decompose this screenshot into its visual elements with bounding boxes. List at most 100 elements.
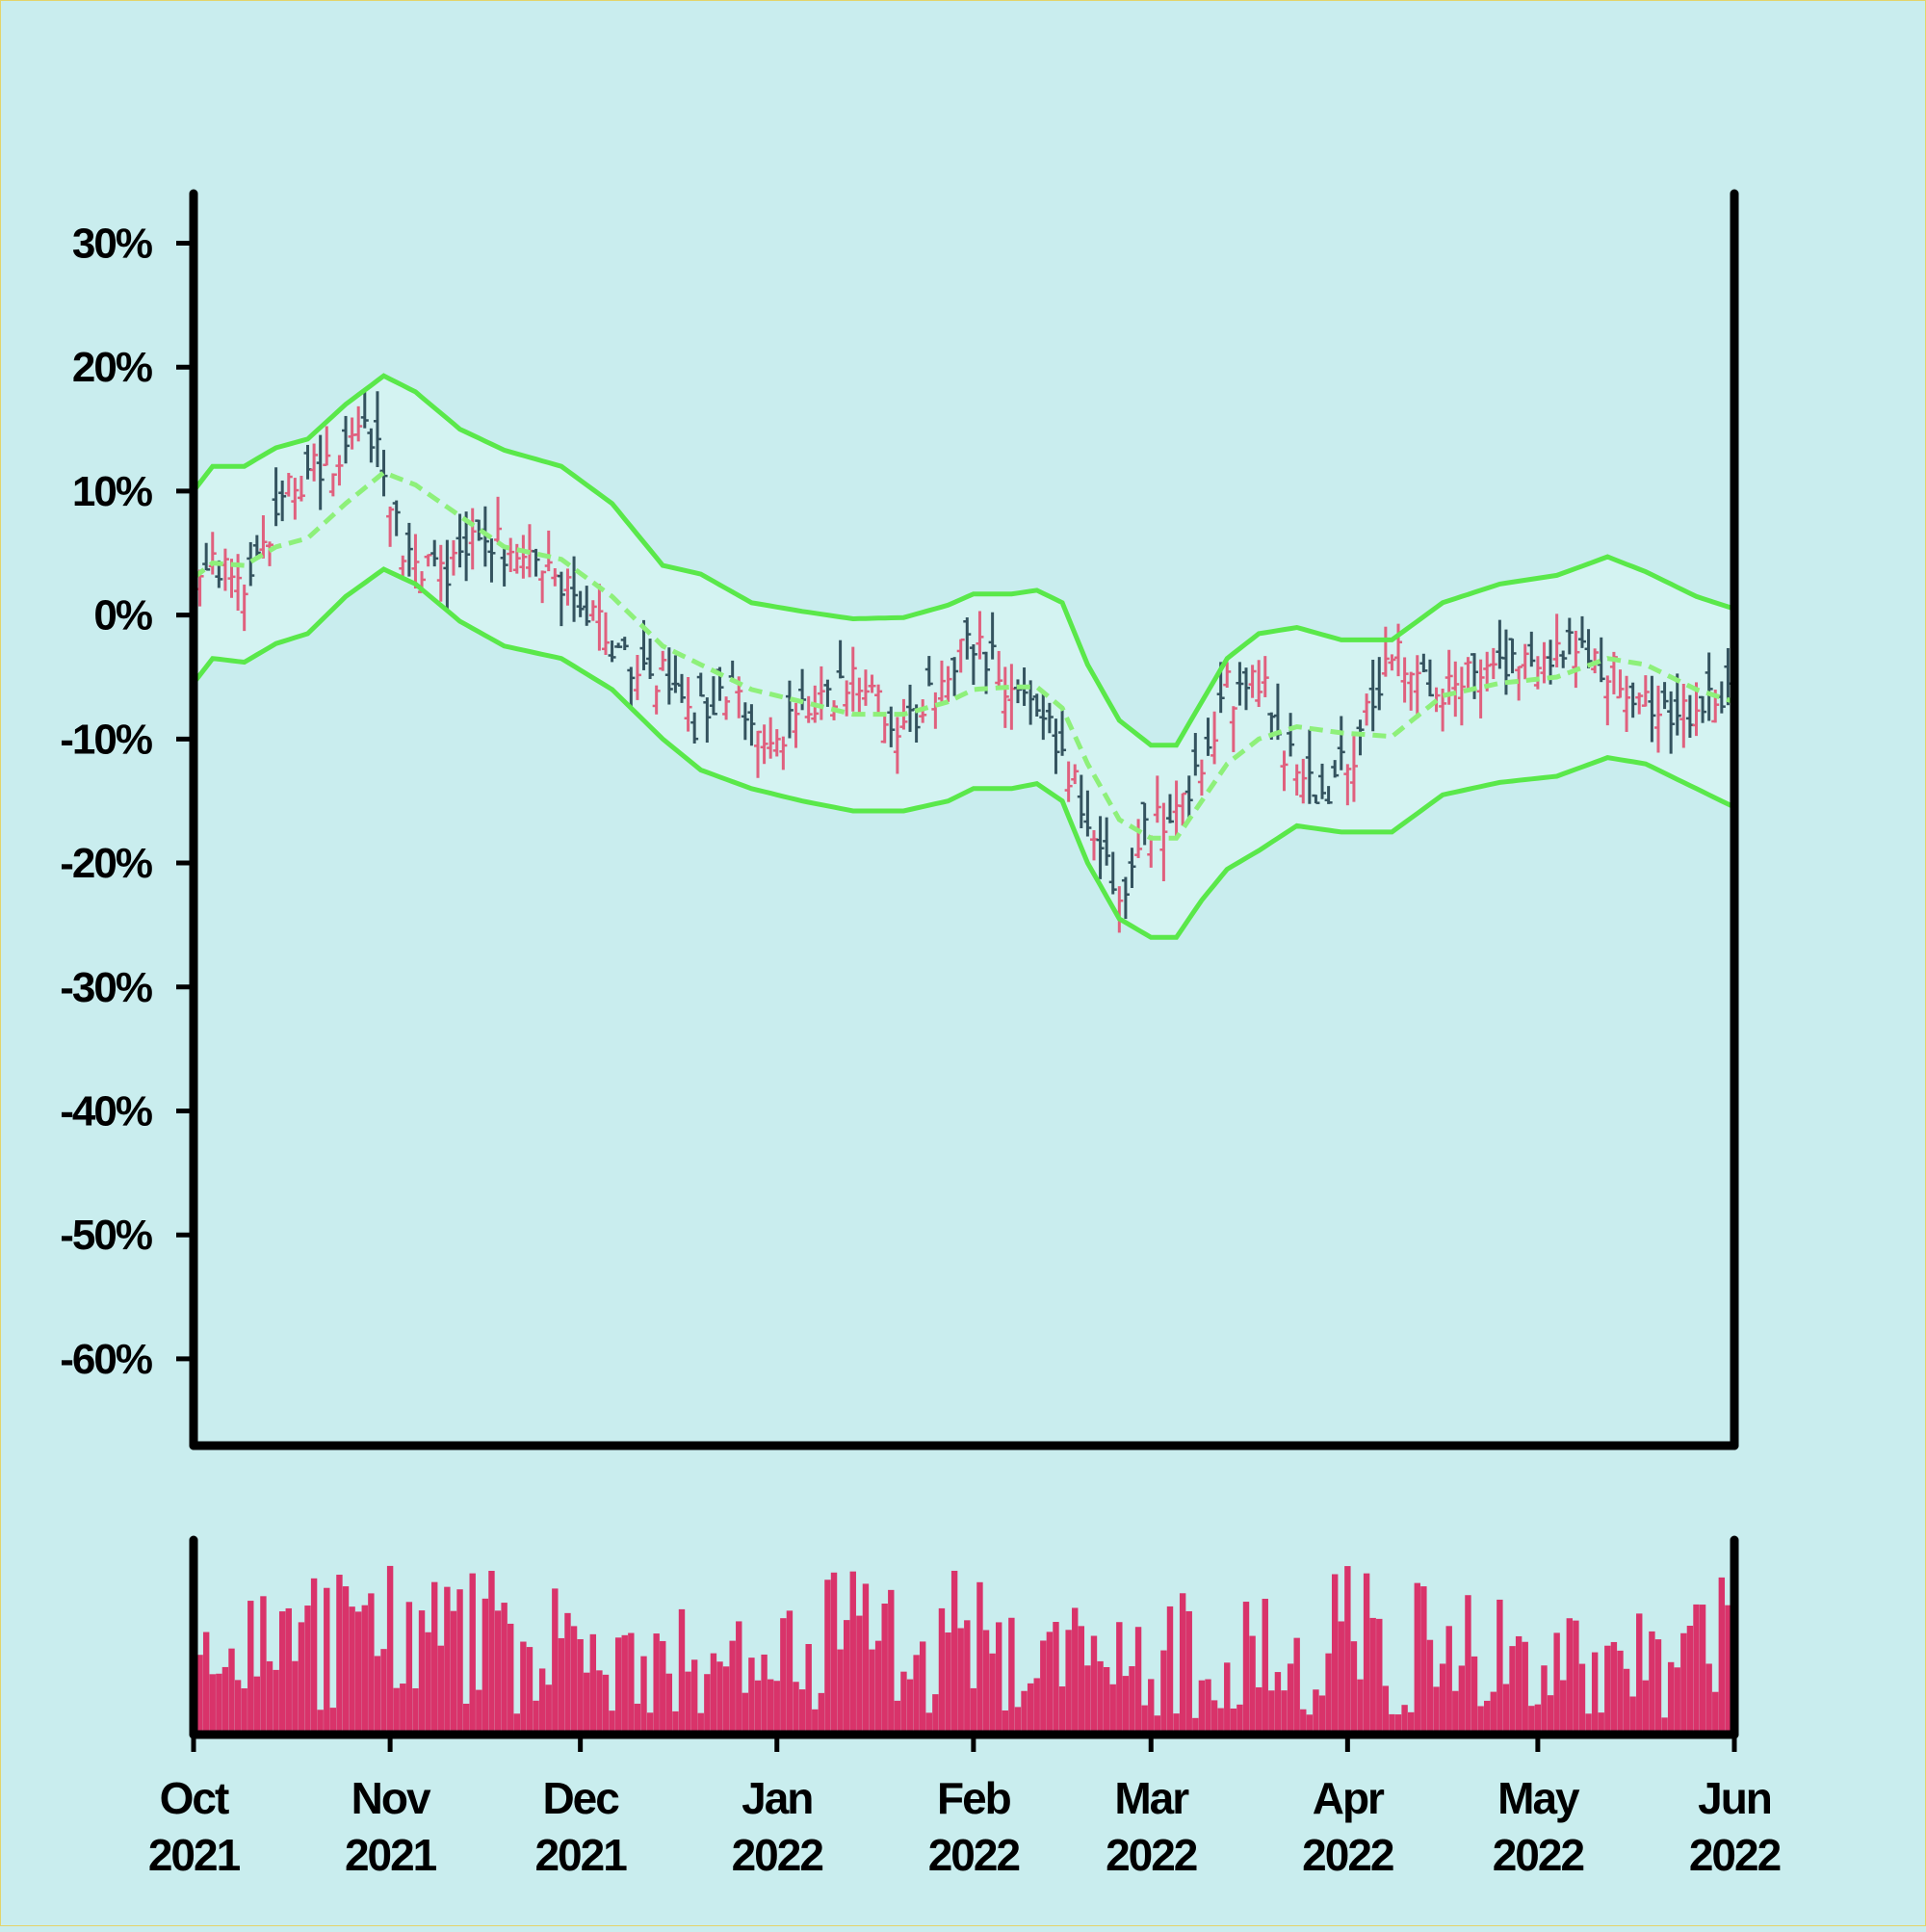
volume-bar bbox=[1268, 1690, 1275, 1735]
ohlc-bar bbox=[266, 541, 274, 566]
ohlc-bar bbox=[1071, 764, 1080, 785]
x-tick-month: Jun bbox=[1698, 1773, 1771, 1823]
ohlc-bar bbox=[1616, 669, 1625, 699]
ohlc-bar bbox=[652, 685, 661, 715]
volume-bar bbox=[640, 1656, 647, 1735]
volume-bar bbox=[317, 1710, 324, 1735]
ohlc-bar bbox=[297, 476, 305, 502]
ohlc-bar bbox=[976, 611, 984, 660]
volume-bar bbox=[1014, 1707, 1022, 1735]
volume-bar bbox=[1058, 1686, 1066, 1735]
volume-bar bbox=[405, 1602, 413, 1735]
volume-bar bbox=[1160, 1650, 1167, 1735]
volume-bar bbox=[1369, 1617, 1376, 1735]
volume-bar bbox=[798, 1689, 806, 1735]
volume-bar bbox=[634, 1703, 641, 1735]
ohlc-bar bbox=[677, 673, 686, 703]
volume-bar bbox=[1236, 1704, 1243, 1735]
volume-bar bbox=[1420, 1586, 1427, 1735]
volume-bar bbox=[1604, 1645, 1611, 1735]
volume-bar bbox=[957, 1628, 964, 1735]
ohlc-bar bbox=[1356, 719, 1365, 756]
ohlc-bar bbox=[1121, 876, 1130, 920]
volume-bar bbox=[812, 1709, 819, 1735]
ohlc-bar bbox=[1223, 662, 1232, 689]
volume-bar bbox=[1490, 1691, 1497, 1735]
ohlc-bar bbox=[411, 534, 420, 588]
ohlc-bar bbox=[741, 702, 749, 741]
volume-bar bbox=[1407, 1711, 1415, 1735]
ohlc-bar bbox=[576, 590, 585, 617]
volume-bar bbox=[786, 1610, 794, 1735]
ohlc-bar bbox=[1400, 657, 1409, 703]
ohlc-bar bbox=[1083, 790, 1092, 837]
volume-bar bbox=[1623, 1668, 1630, 1735]
volume-bar bbox=[1084, 1665, 1091, 1735]
ohlc-bar bbox=[399, 555, 407, 579]
volume-bar bbox=[793, 1682, 799, 1735]
volume-bar bbox=[1541, 1665, 1548, 1735]
ohlc-bar bbox=[532, 548, 540, 577]
volume-bar bbox=[773, 1681, 780, 1735]
volume-bar bbox=[1046, 1632, 1054, 1735]
ohlc-bar bbox=[880, 716, 889, 744]
ohlc-bar bbox=[1705, 652, 1713, 721]
volume-bar bbox=[1712, 1691, 1719, 1735]
ohlc-bar bbox=[1425, 659, 1434, 697]
ohlc-bar bbox=[1572, 630, 1580, 689]
volume-bar bbox=[476, 1689, 482, 1735]
volume-bar bbox=[1515, 1635, 1523, 1735]
volume-bar bbox=[989, 1653, 996, 1735]
volume-bar bbox=[1497, 1599, 1503, 1735]
volume-bar bbox=[602, 1674, 610, 1735]
ohlc-bar bbox=[1128, 848, 1136, 889]
ohlc-bar bbox=[1134, 819, 1143, 858]
price-panel: 30% 20% 10% 0% -10% -20% -30% -40% -50% -60% bbox=[60, 189, 1739, 1450]
ohlc-bar bbox=[1204, 718, 1212, 756]
volume-bar bbox=[900, 1671, 907, 1735]
x-ticks: Oct 2021 Nov 2021 Dec 2021 Jan 2022 Feb 2022 Mar 20… bbox=[148, 1735, 1783, 1880]
volume-bar bbox=[665, 1673, 673, 1735]
volume-bar bbox=[1185, 1610, 1192, 1735]
volume-bar bbox=[874, 1640, 882, 1735]
volume-bar bbox=[1090, 1635, 1098, 1735]
ohlc-bar bbox=[690, 712, 699, 744]
x-tick-year: 2022 bbox=[1106, 1830, 1197, 1880]
volume-bar bbox=[1008, 1617, 1015, 1735]
ohlc-bar bbox=[848, 646, 857, 712]
ohlc-bar bbox=[1679, 684, 1688, 748]
volume-bar bbox=[253, 1676, 261, 1735]
ohlc-bar bbox=[969, 643, 977, 686]
ohlc-bar bbox=[259, 515, 268, 559]
ohlc-bar bbox=[1476, 659, 1485, 718]
volume-bar bbox=[1325, 1653, 1332, 1735]
x-tick-year: 2021 bbox=[345, 1830, 437, 1880]
volume-bar bbox=[1002, 1710, 1008, 1735]
ohlc-bar bbox=[1248, 665, 1257, 698]
ohlc-bar bbox=[861, 669, 870, 706]
ohlc-bar bbox=[436, 544, 445, 602]
ohlc-bar bbox=[328, 473, 337, 497]
volume-bar bbox=[221, 1666, 229, 1735]
volume-bar bbox=[1426, 1639, 1434, 1735]
volume-bar bbox=[1148, 1679, 1155, 1735]
ohlc-bar bbox=[937, 660, 946, 706]
ohlc-bar bbox=[1058, 709, 1067, 756]
ohlc-bar bbox=[583, 586, 591, 626]
volume-bar bbox=[1205, 1679, 1211, 1735]
volume-bar bbox=[1249, 1635, 1256, 1735]
ohlc-bar bbox=[614, 642, 623, 648]
volume-bar bbox=[982, 1630, 990, 1735]
ohlc-bar bbox=[272, 467, 280, 527]
volume-bar bbox=[596, 1670, 603, 1735]
ohlc-bar bbox=[247, 541, 255, 587]
ohlc-bar bbox=[1508, 638, 1517, 674]
volume-bar bbox=[1363, 1573, 1370, 1735]
ohlc-bar bbox=[1667, 691, 1676, 754]
volume-bar bbox=[501, 1603, 508, 1735]
volume-bar bbox=[1318, 1695, 1326, 1735]
volume-bar bbox=[526, 1647, 534, 1735]
volume-bar bbox=[1674, 1667, 1680, 1735]
ohlc-bar bbox=[323, 426, 331, 466]
ohlc-bar bbox=[310, 443, 319, 482]
